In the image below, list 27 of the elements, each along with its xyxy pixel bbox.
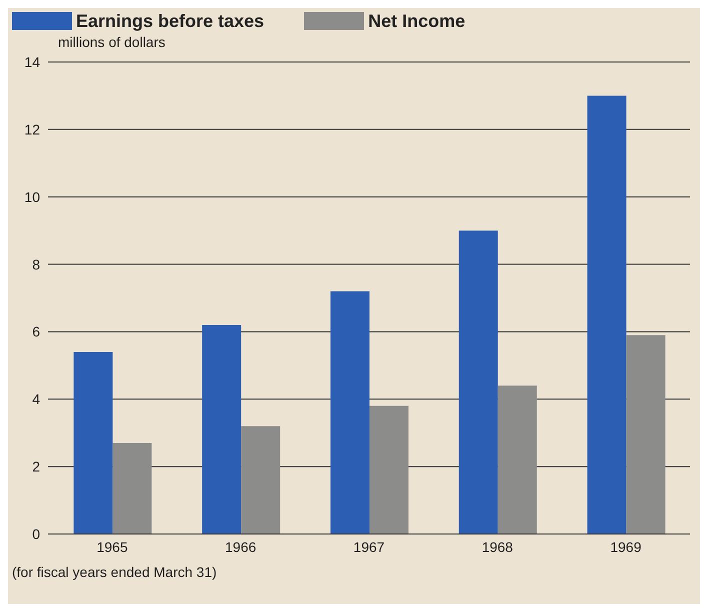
bar — [587, 96, 626, 534]
text: (for fiscal years ended March 31) — [11, 564, 218, 580]
y-tick-label: 8 — [32, 256, 40, 272]
x-tick-label: 1968 — [482, 538, 514, 555]
y-tick-label: 0 — [32, 526, 40, 542]
x-tick-label: 1965 — [96, 538, 128, 555]
bar — [626, 335, 666, 534]
y-tick-label: 6 — [32, 324, 40, 340]
x-tick-label: 1967 — [353, 538, 385, 555]
bar — [74, 352, 113, 534]
y-tick-label: 12 — [24, 121, 40, 138]
bar — [498, 386, 537, 534]
legend-label: Net Income — [368, 10, 466, 32]
bar — [241, 426, 280, 534]
bar — [330, 291, 370, 534]
y-tick-label: 2 — [32, 458, 40, 475]
bar — [369, 406, 408, 534]
bar — [112, 442, 152, 534]
x-tick-label: 1966 — [225, 538, 256, 555]
legend-label: Earnings before taxes — [76, 10, 264, 32]
bar — [458, 230, 498, 534]
y-axis-title: millions of dollars — [57, 34, 166, 52]
x-tick-label: 1969 — [610, 538, 642, 555]
y-tick-label: 10 — [24, 188, 40, 205]
y-tick-label: 14 — [24, 54, 40, 70]
bar — [202, 324, 242, 534]
y-tick-label: 4 — [32, 391, 40, 408]
